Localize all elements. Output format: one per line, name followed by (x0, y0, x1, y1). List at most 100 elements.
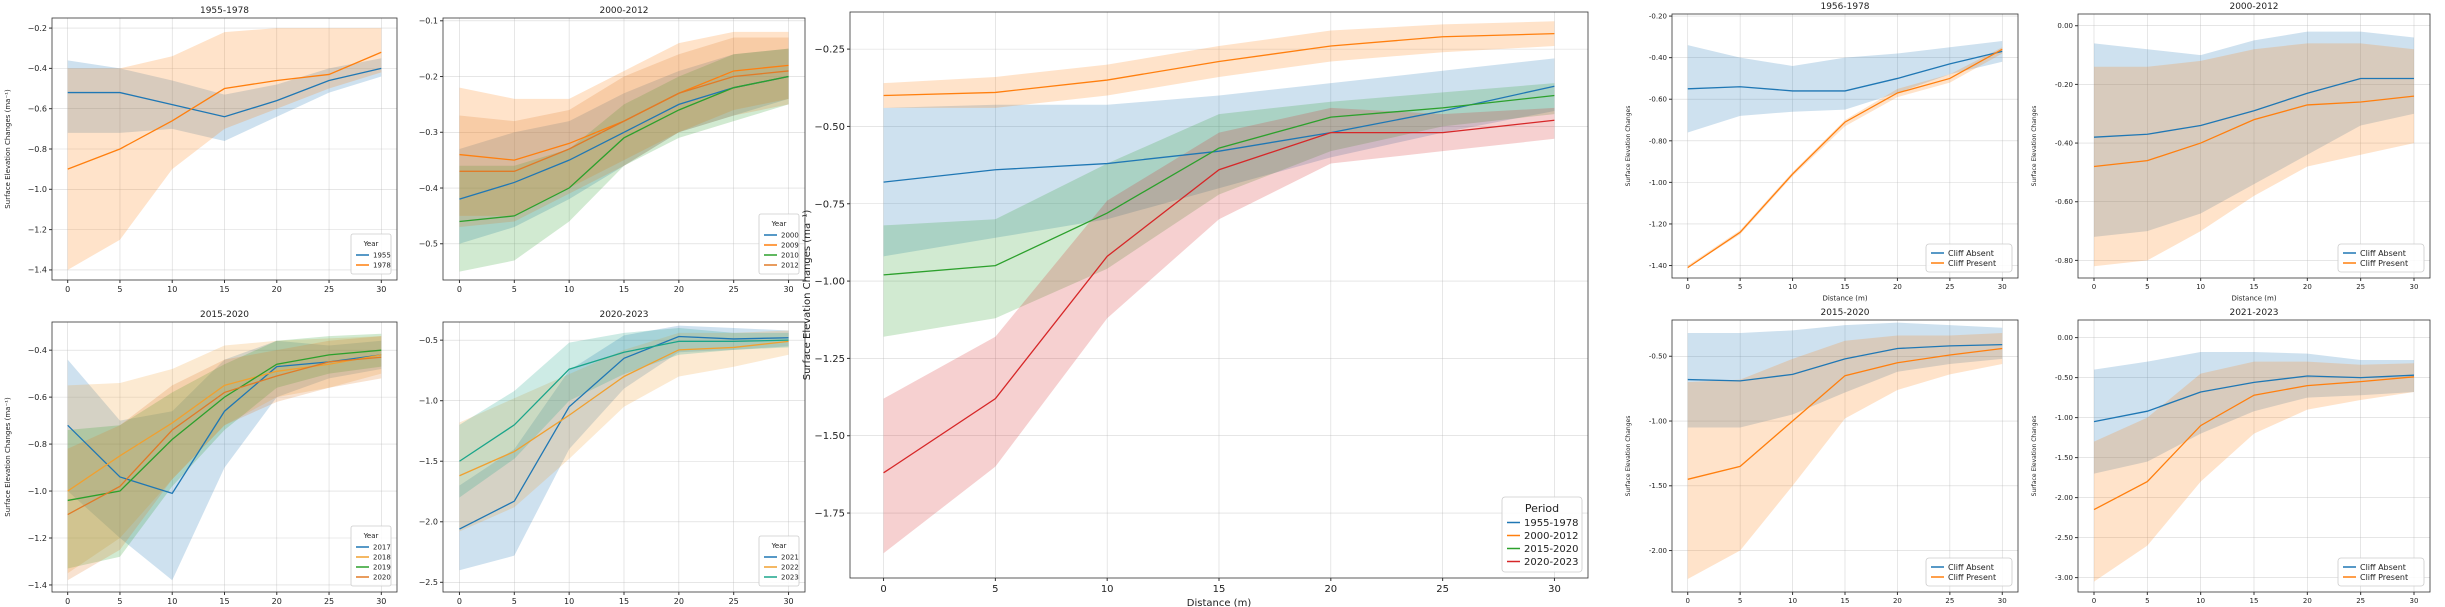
legend: Year 2021 2022 2023 (758, 535, 800, 587)
panel-2015-2020: 0 5 10 15 20 25 30 −1.4 −1.2 −1.0 −0.8 −0.6 −0.4 2015… (4, 310, 398, 606)
x-tick-label: 25 (2356, 283, 2365, 291)
plot-area (67, 333, 382, 581)
line-2019 (67, 349, 382, 502)
legend-entry-2020: 2020 (373, 573, 391, 581)
legend-title: Year (771, 542, 787, 550)
panel-2020-2023: 0 5 10 15 20 25 30 −2.5 −2.0 −1.5 −1.0 −0.5 2020-202… (419, 310, 806, 606)
chart-title: 2020-2023 (599, 310, 648, 320)
chart-title: 2000-2012 (599, 6, 648, 16)
band-2023 (459, 328, 789, 498)
legend-entry-2000-2012: 2000-2012 (1524, 531, 1579, 542)
plot-area (883, 21, 1555, 554)
y-tick-label: -0.50 (2055, 374, 2073, 382)
x-tick-label: 0 (65, 597, 70, 606)
legend-entry-2017: 2017 (373, 543, 391, 551)
y-tick-label: −1.0 (419, 396, 438, 405)
line-2000-2012 (883, 33, 1555, 97)
x-tick-label: 10 (2196, 597, 2205, 605)
chart-title: 2000-2012 (2229, 2, 2278, 12)
legend-entry-1978: 1978 (373, 261, 391, 269)
x-axis: 0 5 10 15 20 25 30 (1685, 592, 2007, 605)
x-tick-label: 25 (729, 597, 739, 606)
line-2020 (67, 356, 382, 516)
legend-box (1925, 557, 2013, 587)
y-tick-label: −0.5 (419, 240, 438, 249)
x-tick-label: 5 (992, 584, 998, 595)
y-tick-label: −0.25 (814, 45, 845, 56)
y-tick-label: -1.00 (1649, 179, 1667, 187)
band-1955 (67, 58, 382, 141)
band-cliff-present (2094, 43, 2414, 267)
y-tick-label: -1.00 (1649, 417, 1667, 425)
x-tick-label: 20 (1324, 584, 1337, 595)
x-axis: 0 5 10 15 20 25 30 (2092, 592, 2419, 605)
y-tick-label: −0.3 (419, 128, 438, 137)
y-tick-label: -0.60 (2055, 198, 2073, 206)
legend-box (350, 233, 392, 275)
y-axis: -2.00 -1.50 -1.00 -0.50 (1649, 353, 1672, 555)
y-axis-label: Surface Elevation Changes (1625, 106, 1632, 187)
legend-entry-cliff-absent: Cliff Absent (1948, 249, 1994, 258)
line-2010 (459, 75, 789, 223)
x-tick-label: 20 (1893, 597, 1902, 605)
y-tick-label: -0.20 (2055, 81, 2073, 89)
x-tick-label: 0 (880, 584, 886, 595)
legend-entry-cliff-absent: Cliff Absent (2360, 563, 2406, 572)
band-1955-1978 (883, 58, 1555, 257)
legend-entry-2018: 2018 (373, 553, 391, 561)
band-2000 (459, 48, 789, 244)
y-tick-label: −1.0 (28, 185, 47, 194)
legend-entry-2020-2023: 2020-2023 (1524, 557, 1579, 568)
y-tick-label: -1.50 (2055, 454, 2073, 462)
chart-title: 2021-2023 (2229, 308, 2278, 318)
legend-entry-2012: 2012 (781, 261, 799, 269)
x-axis: 0 5 10 15 20 25 30 (880, 578, 1561, 595)
x-axis-label: Distance (m) (2231, 295, 2276, 303)
x-tick-label: 15 (219, 285, 229, 294)
x-tick-label: 5 (2145, 597, 2149, 605)
x-tick-label: 30 (2410, 597, 2419, 605)
x-tick-label: 20 (1893, 283, 1902, 291)
band-2020-2023 (883, 107, 1555, 554)
line-2020-2023 (883, 119, 1555, 474)
y-tick-label: -0.40 (1649, 54, 1667, 62)
plot-area (2093, 31, 2415, 267)
x-tick-label: 5 (117, 597, 122, 606)
line-2021 (459, 335, 789, 530)
y-tick-label: −0.4 (28, 346, 47, 355)
line-cliff-absent (2093, 374, 2415, 423)
y-tick-label: −0.75 (814, 199, 845, 210)
x-tick-label: 5 (1738, 597, 1742, 605)
band-cliff-present (1687, 332, 2003, 580)
x-tick-label: 25 (1945, 597, 1954, 605)
y-axis: −1.4 −1.2 −1.0 −0.8 −0.6 −0.4 (28, 346, 52, 590)
y-tick-label: −1.50 (814, 431, 845, 442)
legend-entry-cliff-present: Cliff Present (1948, 259, 1996, 268)
band-2017 (67, 340, 382, 581)
x-tick-label: 5 (2145, 283, 2149, 291)
x-tick-label: 15 (2250, 283, 2259, 291)
y-tick-label: −0.2 (28, 24, 47, 33)
plot-area (1687, 322, 2003, 580)
line-1955 (67, 67, 382, 118)
line-2012 (459, 70, 789, 172)
y-tick-label: 0.00 (2057, 334, 2073, 342)
legend: Period 1955-1978 2000-2012 2015-2020 2020-20… (1501, 496, 1583, 573)
y-tick-label: −1.2 (28, 534, 47, 543)
x-tick-label: 0 (2092, 597, 2096, 605)
legend-title: Year (771, 220, 787, 228)
legend: Year 1955 1978 (350, 233, 392, 275)
y-tick-label: −1.4 (28, 581, 47, 590)
y-tick-label: −1.4 (28, 266, 47, 275)
panel-cliff-2015-2020: 0 5 10 15 20 25 30 -2.00 -1.50 -1.00 -0.50 2015-202… (1625, 308, 2019, 605)
plot-area (459, 325, 789, 571)
y-axis-label: Surface Elevation Changes (ma⁻¹) (4, 397, 12, 517)
y-tick-label: -0.40 (2055, 140, 2073, 148)
chart-title: 1956-1978 (1820, 2, 1869, 12)
y-tick-label: −1.00 (814, 277, 845, 288)
x-tick-label: 25 (324, 285, 334, 294)
x-tick-label: 15 (1213, 584, 1226, 595)
